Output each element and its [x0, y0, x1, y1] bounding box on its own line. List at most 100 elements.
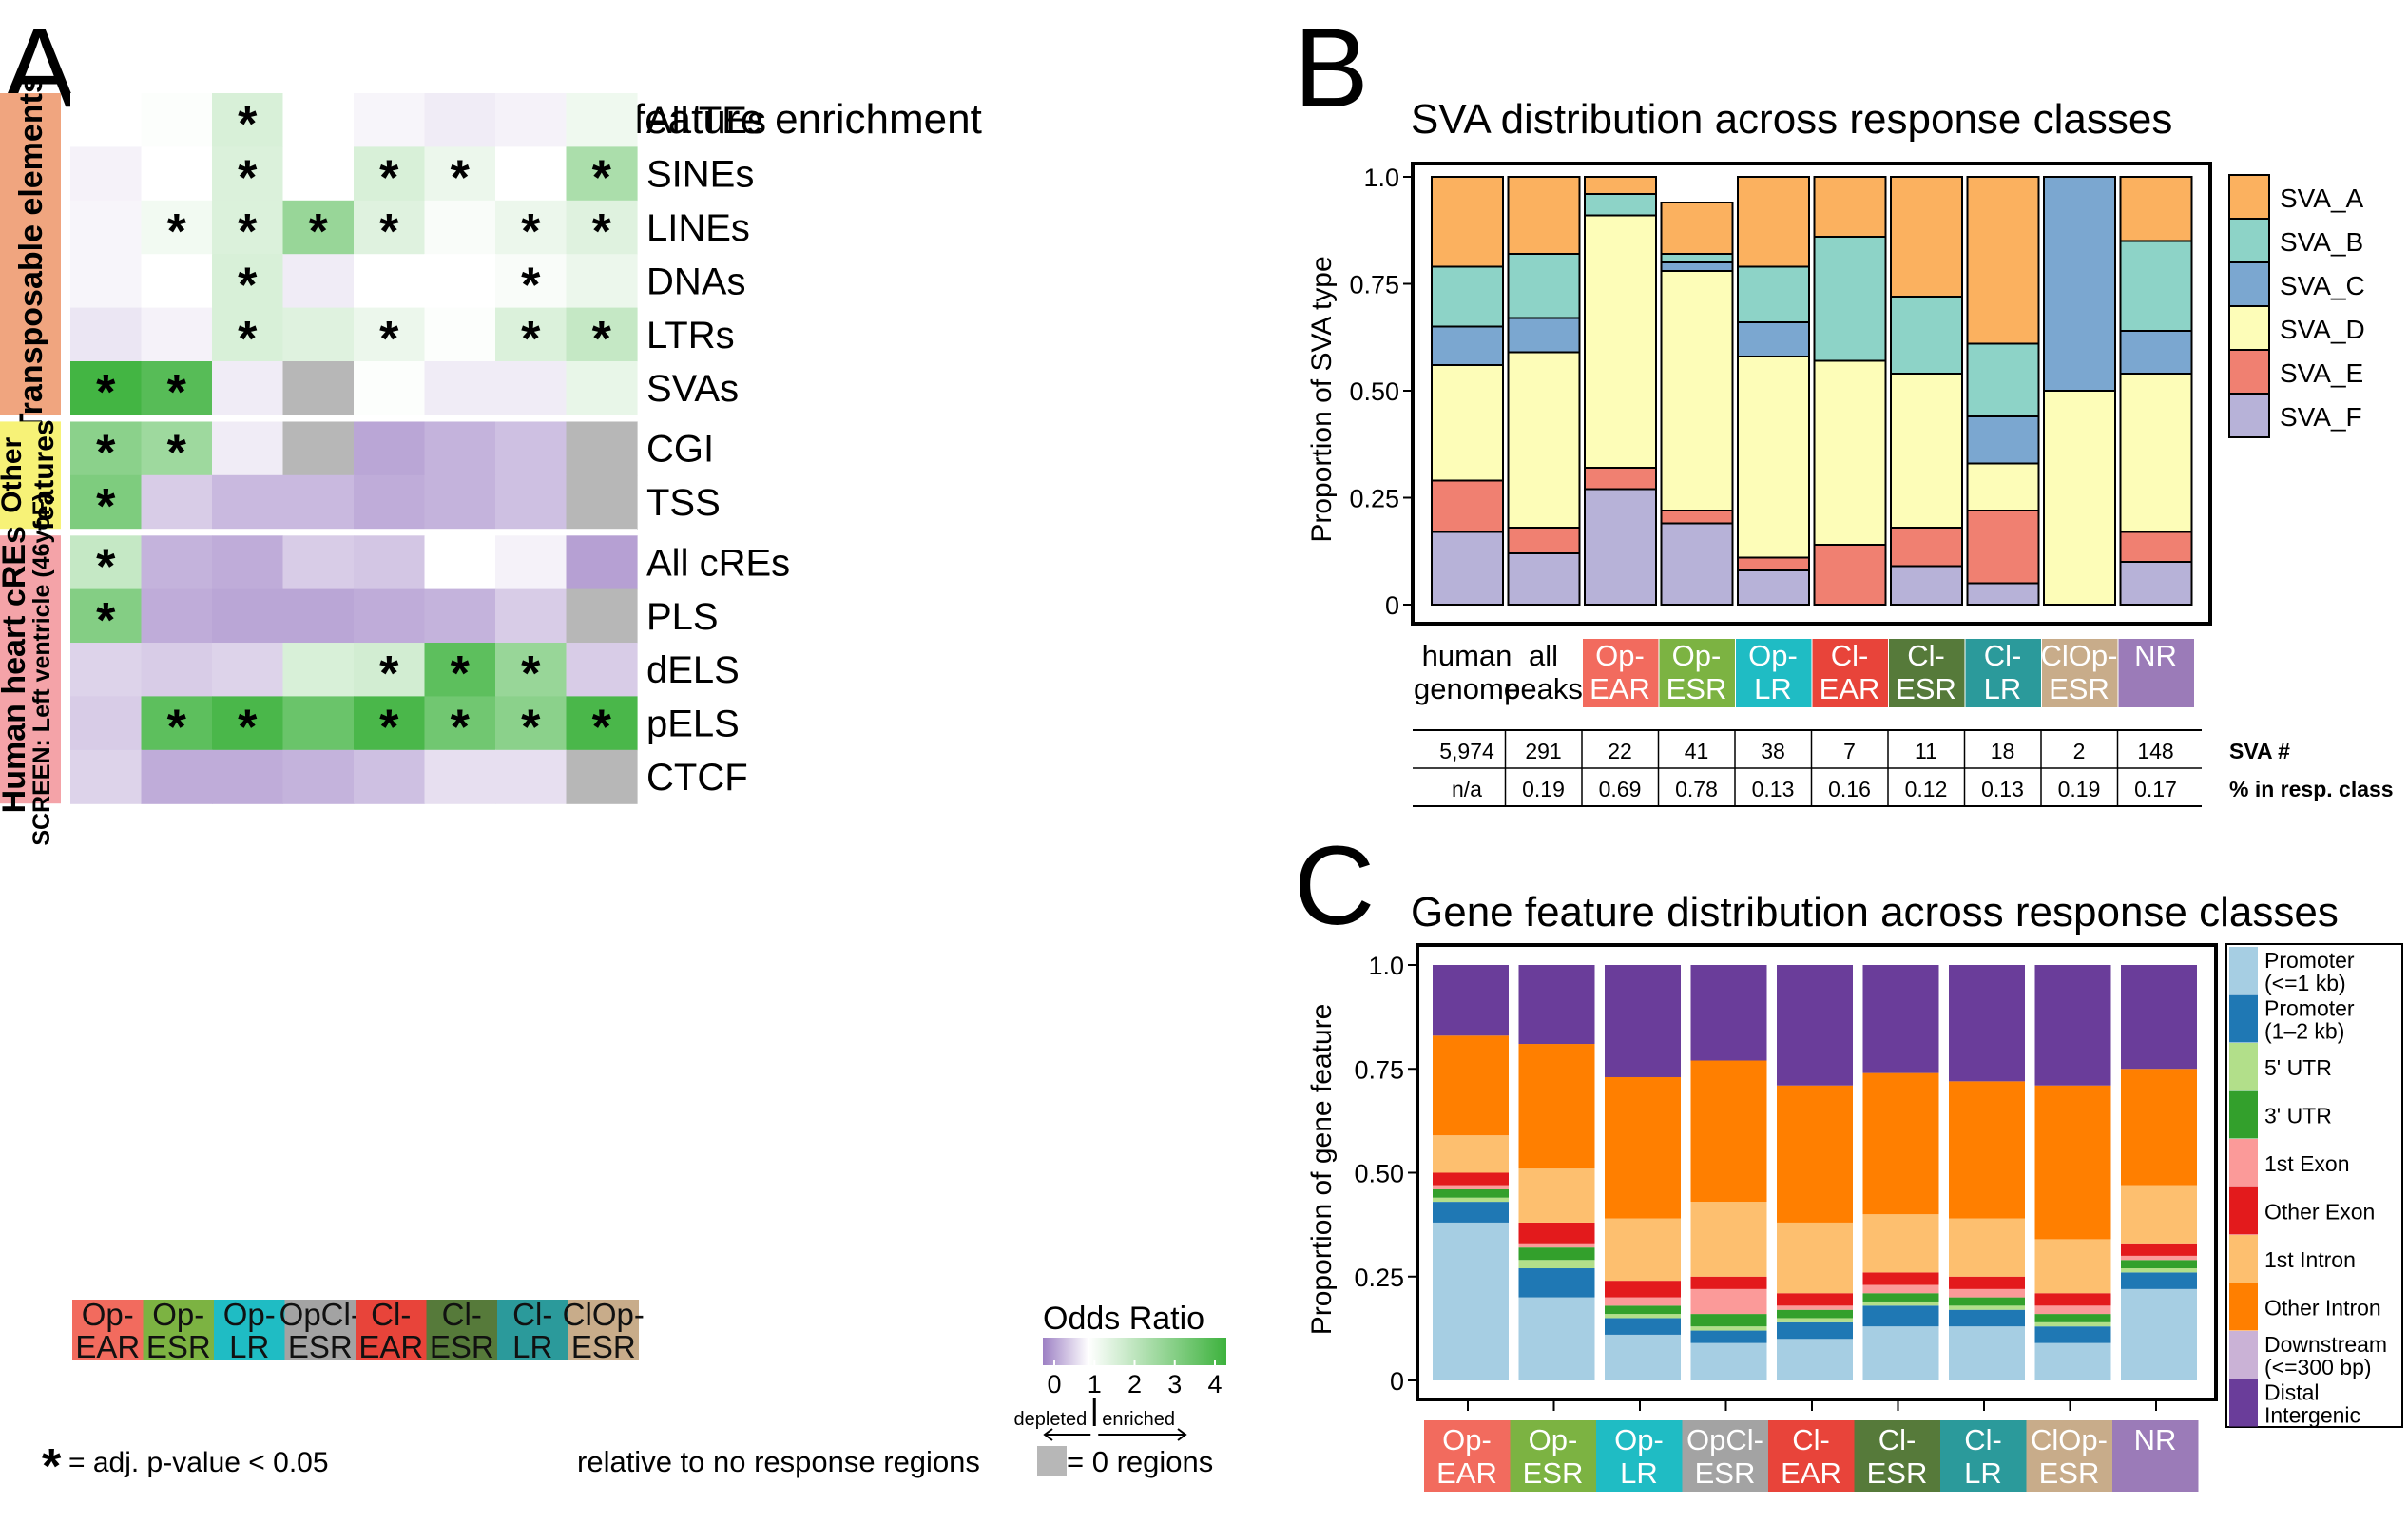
bar-segment — [1862, 1284, 1939, 1294]
significance-star: * — [167, 426, 187, 481]
category-box — [1854, 1420, 1940, 1492]
bar-segment — [2119, 176, 2193, 242]
heatmap-cell — [424, 254, 496, 309]
heatmap-cell — [566, 588, 638, 644]
significance-star: * — [96, 426, 116, 481]
category-label: Op-LR — [1748, 639, 1798, 705]
bar-segment — [1433, 1202, 1509, 1223]
bar-segment — [1518, 1044, 1595, 1169]
heatmap-cell — [354, 474, 426, 530]
bar-segment — [1518, 1297, 1595, 1380]
y-axis-tick-label: 1.0 — [1368, 952, 1404, 980]
category-box — [2118, 639, 2194, 707]
bar-segment — [1862, 1305, 1939, 1327]
heatmap-cell — [354, 307, 426, 362]
heatmap-cell — [354, 643, 426, 697]
significance-star: * — [451, 151, 471, 206]
category-label: Op-ESR — [1523, 1423, 1584, 1490]
heatmap-cell — [495, 254, 568, 309]
bar-segment — [1518, 1243, 1595, 1248]
significance-star: * — [238, 151, 258, 206]
legend-swatch — [2228, 174, 2270, 220]
bar-segment — [2121, 965, 2197, 1070]
panel-c-ylabel: Proportion of gene feature — [1306, 1004, 1338, 1336]
bar-segment — [1949, 1288, 2025, 1298]
legend-tick-label: 1 — [1088, 1370, 1102, 1399]
bar-segment — [1605, 1314, 1681, 1319]
bar-segment — [1737, 265, 1810, 323]
bar-segment — [2121, 1069, 2197, 1186]
y-axis-tick-label: 0 — [1390, 1367, 1404, 1396]
heatmap-cell — [212, 200, 284, 255]
bar-segment — [1966, 582, 2040, 606]
legend-swatch — [2229, 1331, 2258, 1379]
column-label: Cl-LR — [512, 1297, 552, 1364]
heatmap-row-label: CGI — [646, 429, 714, 471]
heatmap-cell — [566, 93, 638, 147]
heatmap-row-label: pELS — [646, 704, 740, 745]
bar-segment — [1966, 342, 2040, 417]
category-box — [2112, 1420, 2199, 1492]
bar-segment — [1777, 965, 1853, 1086]
column-label: Op-ESR — [146, 1297, 211, 1364]
significance-star: * — [379, 312, 399, 367]
pct-in-class: 0.19 — [2058, 777, 2101, 801]
bar-segment — [1690, 1288, 1767, 1315]
heatmap-cell — [354, 93, 426, 147]
heatmap-cell — [424, 749, 496, 804]
legend-title: Odds Ratio — [1043, 1301, 1204, 1337]
legend-depleted-label: depleted — [1014, 1409, 1088, 1430]
relative-note: relative to no response regions — [577, 1445, 980, 1478]
category-label: human genome — [1414, 639, 1520, 705]
bar-segment — [1966, 462, 2040, 511]
legend-enriched-arrow — [1098, 1428, 1187, 1441]
heatmap-row-label: LTRs — [646, 315, 735, 357]
category-label: all peaks — [1504, 639, 1583, 705]
significance-star: * — [238, 312, 258, 367]
sva-count: 2 — [2073, 739, 2086, 763]
bar-segment — [1433, 1135, 1509, 1173]
panel-b-letter: B — [1294, 6, 1369, 131]
row-group-band — [0, 535, 61, 804]
legend-tick-label: 3 — [1167, 1370, 1182, 1399]
legend-label: SVA_F — [2280, 402, 2362, 432]
legend-label: SVA_A — [2280, 183, 2364, 213]
bar-segment — [1737, 556, 1810, 571]
heatmap-cell — [282, 361, 355, 415]
column-label: Op-LR — [223, 1297, 276, 1364]
column-label: OpCl-ESR — [279, 1297, 361, 1364]
heatmap-cell — [212, 254, 284, 309]
bar-segment — [1660, 270, 1734, 511]
significance-star: * — [167, 701, 187, 756]
heatmap-cell — [566, 421, 638, 476]
heatmap-row-label: All TEs — [646, 100, 766, 142]
legend-enriched-label: enriched — [1102, 1409, 1175, 1430]
category-label: Cl-EAR — [1820, 639, 1880, 705]
column-label-box — [426, 1300, 497, 1360]
heatmap-cell — [424, 421, 496, 476]
heatmap-cell — [212, 588, 284, 644]
bar-segment — [2034, 1305, 2111, 1315]
heatmap-row-label: LINEs — [646, 207, 750, 249]
heatmap-cell — [70, 696, 143, 751]
heatmap-cell — [212, 146, 284, 202]
category-box — [1736, 639, 1812, 707]
heatmap-cell — [70, 361, 143, 415]
column-label: Op-EAR — [75, 1297, 140, 1364]
heatmap-cell — [282, 200, 355, 255]
bar-segment — [1966, 510, 2040, 585]
bar-segment — [1584, 214, 1657, 469]
heatmap-cell — [424, 535, 496, 590]
legend-swatch — [2229, 1139, 2258, 1186]
bar-segment — [1431, 325, 1504, 366]
heatmap-cell — [495, 200, 568, 255]
panel-a-row-groups: Transposable elementsOtherfeaturesHuman … — [0, 75, 61, 846]
pct-in-class: n/a — [1452, 777, 1482, 801]
heatmap-cell — [70, 535, 143, 590]
bar-segment — [1690, 1060, 1767, 1203]
bar-segment — [1433, 1035, 1509, 1136]
legend-swatch — [2229, 947, 2258, 994]
significance-star: * — [238, 204, 258, 260]
zero-regions-note: = 0 regions — [1067, 1445, 1213, 1478]
heatmap-cell — [495, 421, 568, 476]
